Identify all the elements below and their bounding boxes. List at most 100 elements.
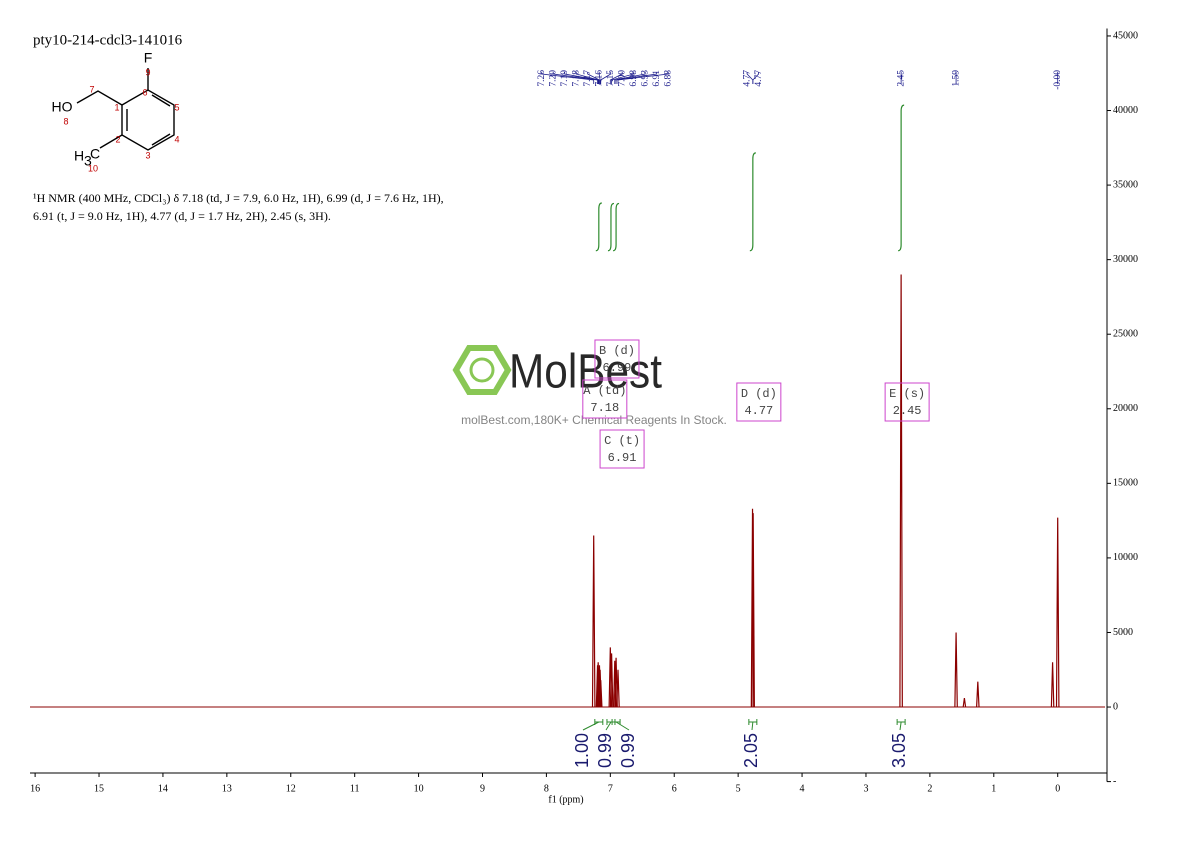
peak-label: 7.26 [537,70,547,87]
multiplet-box [582,379,628,419]
bond [99,134,123,149]
chart-title: pty10-214-cdcl3-141016 [33,32,183,48]
x-tick-label: 13 [222,783,232,794]
atom-number: 3 [145,150,150,160]
peak-label: 4.77 [742,70,752,87]
x-tick-label: 10 [414,783,424,794]
peak [751,513,755,708]
multiplet-box [736,382,782,422]
peak [598,680,603,708]
multiplet-name: B (d) [599,344,635,358]
integral-label: 0.99 [595,733,615,768]
multiplet-shift: 2.45 [893,404,922,418]
atom-label: 3 [84,153,92,169]
atom-label: H [74,148,84,164]
multiplet-name: C (t) [604,434,640,448]
atom-number: 1 [114,102,119,112]
atom-number: 10 [88,163,98,173]
atom-label: F [144,50,153,66]
watermark-tagline: molBest.com,180K+ Chemical Reagents In S… [461,413,727,427]
multiplet-name: A (td) [583,384,626,398]
x-tick-label: 4 [800,783,805,794]
x-tick-label: 5 [736,783,741,794]
peak [899,274,903,708]
x-tick-label: 1 [991,783,996,794]
atom-number: 8 [63,116,68,126]
integral-label: 3.05 [889,733,909,768]
integral-bracket [896,719,906,731]
y-tick-label: 5000 [1113,627,1133,638]
peak [591,535,596,708]
atom-number: 9 [145,67,150,77]
peak-label: 7.15 [606,70,616,87]
x-tick-label: 0 [1055,783,1060,794]
peak-leader [614,72,646,84]
y-tick-label: 40000 [1113,105,1138,116]
multiplet-box [599,429,645,469]
integral-label: 1.00 [572,733,592,768]
peak-label: 6.93 [640,70,650,87]
description: ¹H NMR (400 MHz, CDCl₃) δ 7.18 (td, J = … [33,191,444,205]
integral-bracket [748,719,758,731]
peak-leader [611,72,635,84]
integral-curve [749,152,756,252]
integral-curve [607,202,615,252]
peak-leader [541,72,595,84]
y-tick-label: 0 [1113,701,1118,712]
x-tick-label: 15 [94,783,104,794]
peak-label: 6.91 [652,70,662,87]
x-tick-label: 12 [286,783,296,794]
peak-leader [552,72,598,84]
peak-label: 6.88 [663,70,673,87]
logo [469,357,495,383]
integral-curve [595,202,602,252]
x-tick-label: 3 [863,783,868,794]
atom-label: C [90,146,100,162]
peak-leader [615,72,658,84]
peak-leader [752,72,759,84]
multiplet-name: D (d) [741,387,777,401]
peak-label: 7.16 [594,70,604,87]
y-tick-label: 45000 [1113,30,1138,41]
multiplet-shift: 7.18 [590,401,619,415]
peak [976,681,980,708]
x-tick-label: 16 [30,783,40,794]
integral-label: 2.05 [741,733,761,768]
x-tick-label: 14 [158,783,168,794]
peak-leader [587,72,600,84]
x-tick-label: 8 [544,783,549,794]
atom-label: HO [52,99,73,115]
atom-number: 6 [142,87,147,97]
peak [750,508,755,708]
atom-number: 7 [89,84,94,94]
x-tick-label: 9 [480,783,485,794]
multiplet-shift: 6.91 [608,451,637,465]
x-tick-label: 7 [608,783,613,794]
bond [76,90,123,106]
multiplet-shift: 4.77 [744,404,773,418]
x-axis-label: f1 (ppm) [548,794,583,805]
y-tick-label: 30000 [1113,254,1138,265]
integral-curve [612,202,620,252]
integral-label: 0.99 [618,733,638,768]
y-tick-label: - [1113,776,1116,787]
integral-bracket [582,719,604,731]
double-bond [151,94,171,107]
atom-number: 2 [115,134,120,144]
multiplet-box [594,339,640,379]
structure: F 9 HO 8 7 1 6 5 4 3 2 H 3 C 10 [52,50,180,174]
peak [962,698,967,708]
peak-leader [609,72,623,84]
peak-label: 7.19 [560,70,570,87]
peak-leader [598,72,601,84]
description: 6.91 (t, J = 9.0 Hz, 1H), 4.77 (d, J = 1… [33,209,331,223]
multiplet-shift: 6.99 [603,361,632,375]
peak-label: 7.18 [571,70,581,87]
peak [616,669,620,708]
x-tick-label: 2 [927,783,932,794]
peak [954,632,958,708]
peak-leader [617,72,669,84]
peak [1050,662,1055,708]
peak-leader [575,72,600,84]
